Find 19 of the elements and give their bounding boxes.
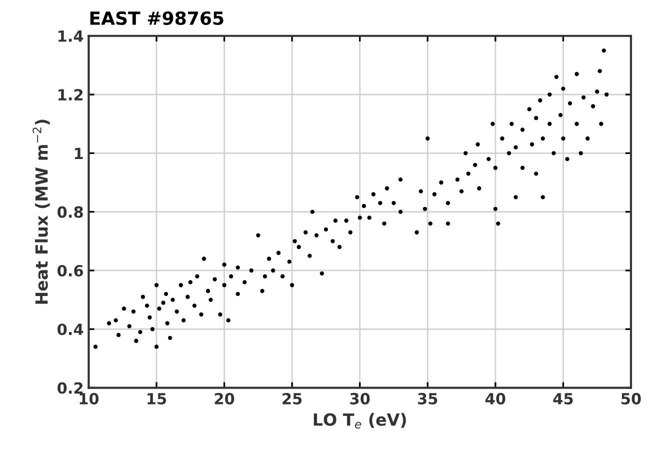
x-tick-label: 25 bbox=[282, 392, 302, 404]
x-axis-title: LO T$_{e}$ (eV) bbox=[314, 412, 406, 429]
y-axis-title: Heat Flux (MW m$^{−2}$) bbox=[32, 120, 50, 304]
y-tick-label: 1.2 bbox=[58, 88, 83, 100]
x-tick-label: 20 bbox=[214, 392, 234, 404]
y-tick-label: 0.2 bbox=[58, 382, 83, 394]
x-tick-label: 30 bbox=[350, 392, 370, 404]
chart-title: EAST #98765 bbox=[90, 11, 224, 26]
x-tick-label: 40 bbox=[485, 392, 506, 404]
x-tick-label: 45 bbox=[553, 393, 573, 404]
y-tick-label: 1 bbox=[74, 148, 83, 159]
y-tick-label: 0.4 bbox=[58, 324, 84, 336]
y-tick-label: 0.8 bbox=[58, 206, 83, 218]
y-tick-label: 0.6 bbox=[58, 264, 84, 276]
y-tick-label: 1.4 bbox=[58, 30, 84, 42]
x-tick-label: 15 bbox=[148, 393, 166, 404]
x-tick-label: 10 bbox=[80, 392, 99, 404]
x-tick-label: 50 bbox=[622, 392, 641, 404]
x-tick-label: 35 bbox=[418, 392, 438, 404]
